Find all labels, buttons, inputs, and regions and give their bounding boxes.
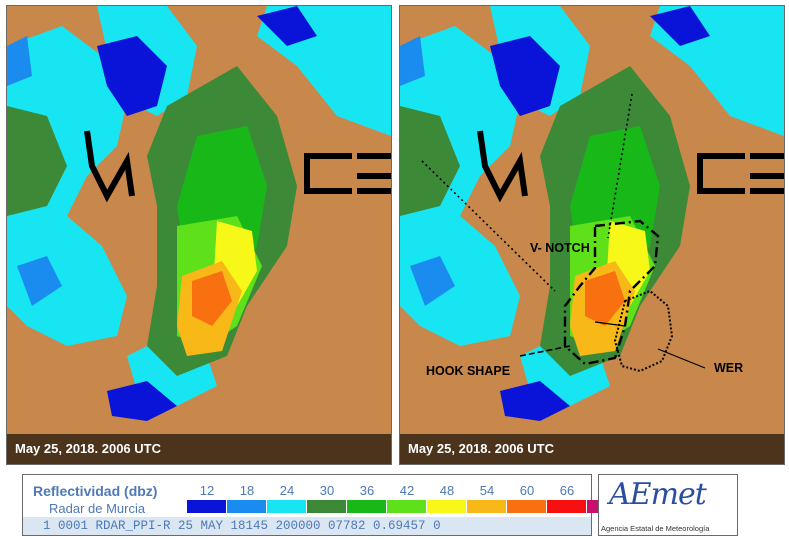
legend-title: Reflectividad (dbz): [33, 483, 158, 499]
radar-panel-left: May 25, 2018. 2006 UTC: [6, 5, 392, 465]
logo-name: AEmet: [609, 477, 707, 512]
legend-tick-label: 60: [519, 483, 535, 498]
legend-tick-label: 12: [199, 483, 215, 498]
legend-color-swatch: [227, 500, 266, 513]
legend-color-swatch: [387, 500, 426, 513]
reflectivity-legend: Reflectividad (dbz) Radar de Murcia 12 18…: [22, 474, 626, 536]
legend-tick-label: 66: [559, 483, 575, 498]
legend-color-swatch: [507, 500, 546, 513]
legend-color-swatch: [547, 500, 586, 513]
radar-panel-right: V- NOTCH HOOK SHAPE WER May 25, 2018. 20…: [399, 5, 785, 465]
radar-image: [7, 6, 391, 421]
vnotch-label: V- NOTCH: [530, 241, 590, 255]
panel-caption: May 25, 2018. 2006 UTC: [7, 434, 391, 464]
radar-image-annotated: [400, 6, 784, 421]
aemet-logo: AEmet Agencia Estatal de Meteorología: [598, 474, 738, 536]
hook-shape-label: HOOK SHAPE: [426, 364, 511, 378]
legend-color-swatch: [467, 500, 506, 513]
legend-status-line: 1 0001 RDAR_PPI-R 25 MAY 18145 200000 07…: [23, 517, 591, 535]
legend-tick-label: 42: [399, 483, 415, 498]
legend-tick-label: 48: [439, 483, 455, 498]
legend-tick-label: 24: [279, 483, 295, 498]
legend-color-swatch: [307, 500, 346, 513]
panel-caption: May 25, 2018. 2006 UTC: [400, 434, 784, 464]
wer-label: WER: [714, 361, 744, 375]
legend-color-swatch: [187, 500, 226, 513]
legend-color-swatch: [427, 500, 466, 513]
legend-tick-label: 18: [239, 483, 255, 498]
logo-subtitle: Agencia Estatal de Meteorología: [601, 524, 710, 533]
legend-color-swatch: [267, 500, 306, 513]
legend-tick-label: 30: [319, 483, 335, 498]
legend-tick-label: 54: [479, 483, 495, 498]
legend-subtitle: Radar de Murcia: [49, 501, 146, 516]
legend-color-swatch: [347, 500, 386, 513]
legend-tick-label: 36: [359, 483, 375, 498]
